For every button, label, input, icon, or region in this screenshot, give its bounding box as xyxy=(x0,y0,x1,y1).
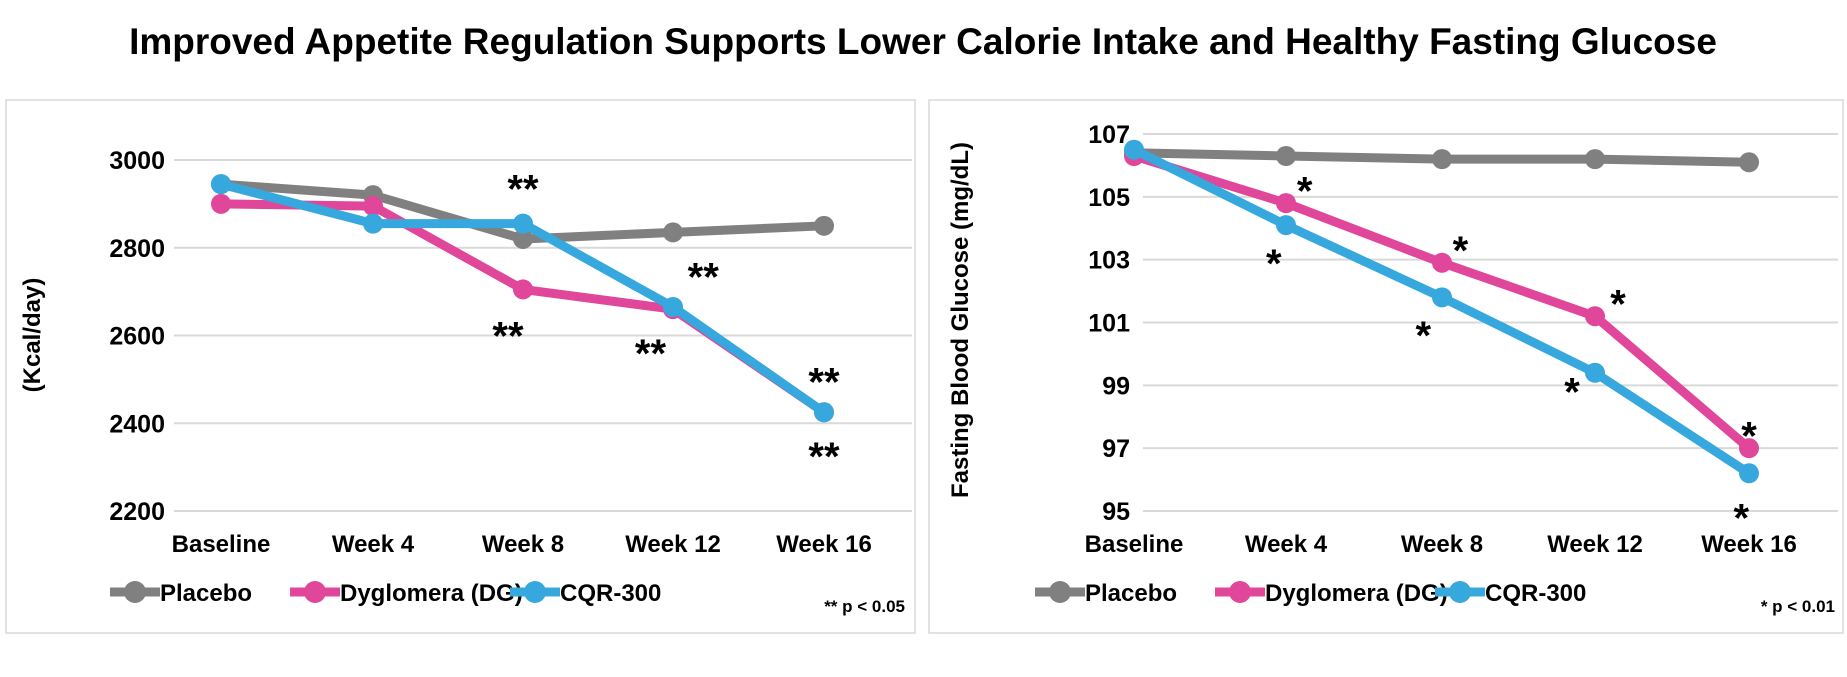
legend-marker xyxy=(304,581,326,603)
x-tick-label: Week 4 xyxy=(332,531,415,558)
significance-marker: * xyxy=(1741,415,1757,459)
y-tick-label: 99 xyxy=(1102,372,1130,400)
y-tick-label: 2800 xyxy=(109,235,165,263)
significance-marker: ** xyxy=(808,435,840,479)
y-tick-label: 103 xyxy=(1088,247,1130,275)
chart-border xyxy=(928,99,1844,634)
y-tick-label: 105 xyxy=(1088,184,1130,212)
legend-label: Placebo xyxy=(1085,580,1177,607)
significance-marker: * xyxy=(1564,371,1580,415)
data-point xyxy=(814,215,834,236)
data-point xyxy=(1585,149,1605,170)
data-point xyxy=(1124,139,1144,160)
legend-marker xyxy=(524,581,546,603)
y-tick-label: 2400 xyxy=(109,410,165,438)
significance-marker: ** xyxy=(635,332,667,376)
y-tick-label: 3000 xyxy=(109,147,165,175)
data-point xyxy=(513,228,533,249)
y-axis-label: Fasting Blood Glucose (mg/dL) xyxy=(947,142,974,498)
legend-marker xyxy=(1229,581,1251,603)
significance-marker: ** xyxy=(492,315,524,359)
significance-marker: * xyxy=(1266,242,1282,286)
significance-marker: ** xyxy=(507,168,539,212)
data-point xyxy=(1276,193,1296,214)
y-tick-label: 2600 xyxy=(109,323,165,351)
data-point xyxy=(1432,252,1452,273)
significance-marker: * xyxy=(1734,496,1750,540)
data-point xyxy=(211,174,231,195)
data-point xyxy=(814,402,834,423)
data-point xyxy=(211,193,231,214)
x-tick-label: Week 8 xyxy=(482,531,564,558)
data-point xyxy=(663,222,683,243)
y-tick-label: 101 xyxy=(1088,310,1130,338)
x-tick-label: Week 8 xyxy=(1401,531,1483,558)
significance-marker: * xyxy=(1610,283,1626,327)
footnote: ** p < 0.05 xyxy=(824,597,905,616)
figure-title: Improved Appetite Regulation Supports Lo… xyxy=(129,21,1717,62)
data-point xyxy=(513,279,533,300)
data-point xyxy=(1739,438,1759,459)
significance-marker: ** xyxy=(688,255,720,299)
data-point xyxy=(513,213,533,234)
legend-label: Dyglomera (DG) xyxy=(340,580,523,607)
legend-label: CQR-300 xyxy=(560,580,661,607)
significance-marker: * xyxy=(1453,229,1469,273)
y-tick-label: 97 xyxy=(1102,435,1130,463)
data-point xyxy=(1276,145,1296,166)
legend-label: CQR-300 xyxy=(1485,580,1586,607)
legend-marker xyxy=(124,581,146,603)
data-point xyxy=(1276,215,1296,236)
chart-2: 95 97 99 101 103 105 107 Fasting Blood Glucose … xyxy=(928,99,1844,634)
significance-marker: ** xyxy=(808,361,840,405)
data-point xyxy=(1585,362,1605,383)
x-tick-label: Baseline xyxy=(172,531,271,558)
significance-marker: * xyxy=(1297,170,1313,214)
data-point xyxy=(1739,463,1759,484)
y-axis-label: (Kcal/day) xyxy=(19,278,46,393)
data-point xyxy=(363,213,383,234)
x-tick-label: Week 4 xyxy=(1245,531,1328,558)
data-point xyxy=(363,196,383,217)
significance-marker: * xyxy=(1415,314,1431,358)
x-tick-label: Week 12 xyxy=(1547,531,1643,558)
data-point xyxy=(1585,306,1605,327)
data-point xyxy=(1432,149,1452,170)
y-tick-label: 2200 xyxy=(109,498,165,526)
legend-marker xyxy=(1049,581,1071,603)
data-point xyxy=(1739,152,1759,173)
data-point xyxy=(1432,287,1452,308)
legend-marker xyxy=(1449,581,1471,603)
data-point xyxy=(663,296,683,317)
footnote: * p < 0.01 xyxy=(1761,597,1835,616)
y-tick-label: 107 xyxy=(1088,121,1130,149)
legend-label: Placebo xyxy=(160,580,252,607)
x-tick-label: Week 12 xyxy=(625,531,721,558)
x-tick-label: Week 16 xyxy=(776,531,872,558)
x-tick-label: Baseline xyxy=(1085,531,1184,558)
legend-label: Dyglomera (DG) xyxy=(1265,580,1448,607)
x-tick-label: Week 16 xyxy=(1701,531,1797,558)
chart-1: 2200 2400 2600 2800 3000 (Kcal/day) Baseline We… xyxy=(5,99,916,634)
y-tick-label: 95 xyxy=(1102,498,1130,526)
